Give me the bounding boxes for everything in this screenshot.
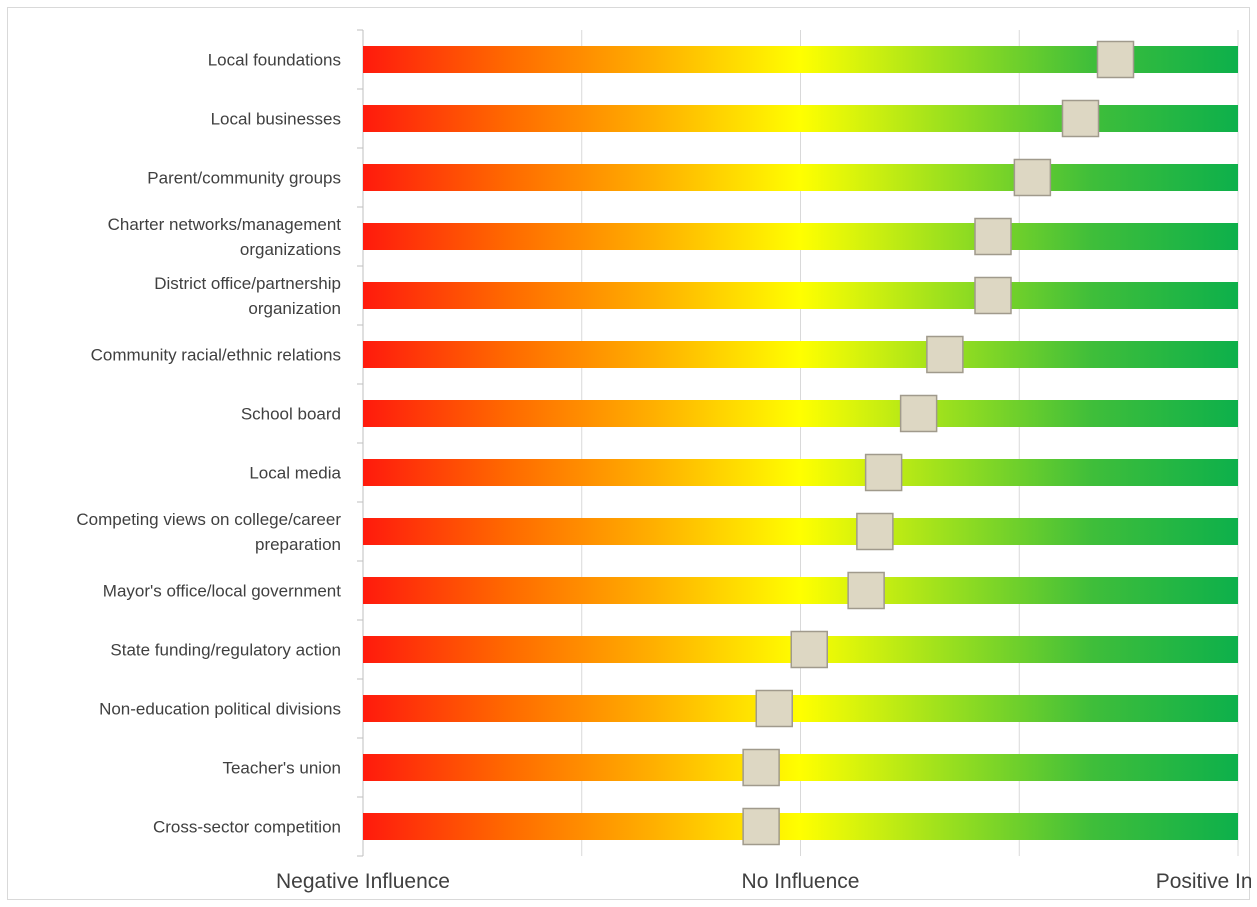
x-tick-label: No Influence [742, 870, 860, 893]
value-marker [742, 807, 780, 846]
value-marker [974, 217, 1012, 256]
bars-layer [363, 46, 1238, 840]
category-label: Non-education political divisions [99, 700, 341, 719]
gradient-bar [363, 813, 1238, 840]
x-tick-label: Positive Influence [1156, 870, 1251, 893]
category-label: Cross-sector competition [153, 818, 341, 837]
gradient-bar [363, 164, 1238, 191]
value-marker [755, 689, 793, 728]
chart-svg: Local foundations Local businesses Parent/… [76, 29, 1251, 893]
chart-frame: Local foundations Local businesses Parent/… [7, 7, 1251, 900]
value-marker [974, 276, 1012, 315]
x-tick-label: Negative Influence [276, 870, 450, 893]
gradient-bar [363, 518, 1238, 545]
x-tick-labels: Negative Influence No Influence Positive I… [276, 870, 1251, 893]
grid-layer [362, 30, 1239, 856]
category-label: Local foundations [208, 51, 341, 70]
y-axis [357, 29, 364, 857]
category-label: Mayor's office/local government [103, 582, 341, 601]
gradient-bar [363, 577, 1238, 604]
value-marker [1096, 40, 1135, 79]
category-label: Local businesses [211, 110, 341, 129]
gradient-bar [363, 341, 1238, 368]
value-marker [790, 630, 828, 669]
value-marker [1013, 158, 1052, 197]
category-labels: Local foundations Local businesses Parent/… [76, 51, 341, 837]
value-marker [847, 571, 885, 610]
value-marker [926, 335, 964, 374]
category-label: School board [241, 405, 341, 424]
category-label: State funding/regulatory action [110, 641, 341, 660]
category-label: Local media [249, 464, 341, 483]
value-marker [742, 748, 780, 787]
markers-layer [742, 40, 1135, 846]
value-marker [1061, 99, 1100, 138]
gradient-bar [363, 754, 1238, 781]
gradient-bar [363, 46, 1238, 73]
gradient-bar [363, 459, 1238, 486]
category-label: Competing views on college/career prepara… [76, 510, 341, 554]
category-label: Charter networks/management organizations [108, 215, 342, 259]
gradient-bar [363, 105, 1238, 132]
gradient-bar [363, 282, 1238, 309]
gradient-bar [363, 400, 1238, 427]
category-label: District office/partnership organization [154, 274, 341, 318]
gradient-bar [363, 695, 1238, 722]
category-label: Parent/community groups [147, 169, 341, 188]
value-marker [856, 512, 894, 551]
category-label: Teacher's union [222, 759, 341, 778]
value-marker [864, 453, 903, 492]
gradient-bar [363, 223, 1238, 250]
value-marker [899, 394, 938, 433]
category-label: Community racial/ethnic relations [91, 346, 341, 365]
